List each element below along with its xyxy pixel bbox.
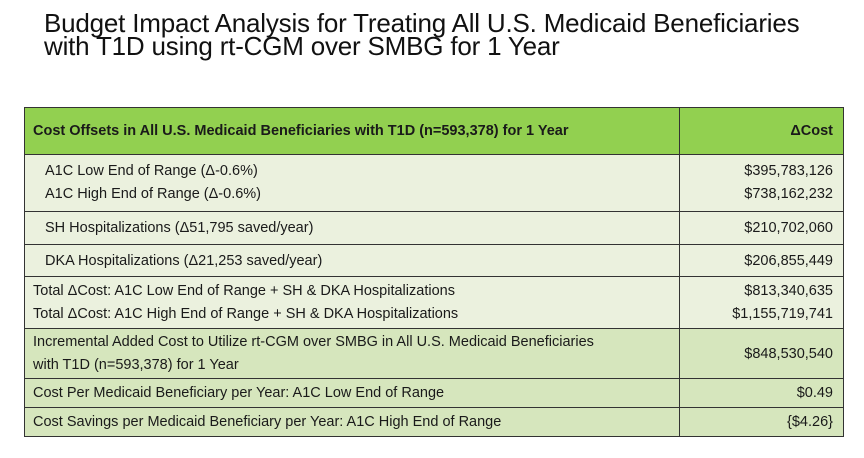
dka-label: DKA Hospitalizations (Δ21,253 saved/year… bbox=[24, 244, 680, 277]
per-high-label: Cost Savings per Medicaid Beneficiary pe… bbox=[24, 407, 680, 437]
incremental-label-line-1: Incremental Added Cost to Utilize rt-CGM… bbox=[33, 333, 594, 350]
total-high-label: Total ΔCost: A1C High End of Range + SH … bbox=[33, 305, 459, 322]
total-low-value: $813,340,635 bbox=[744, 282, 833, 299]
incremental-value: $848,530,540 bbox=[679, 328, 844, 379]
a1c-labels: A1C Low End of Range (Δ-0.6%) A1C High E… bbox=[24, 154, 680, 212]
table-header-row: Cost Offsets in All U.S. Medicaid Benefi… bbox=[24, 107, 844, 155]
table-row-incremental: Incremental Added Cost to Utilize rt-CGM… bbox=[24, 328, 844, 379]
header-label: Cost Offsets in All U.S. Medicaid Benefi… bbox=[24, 107, 680, 155]
per-high-value: {$4.26} bbox=[679, 407, 844, 437]
table-row-a1c: A1C Low End of Range (Δ-0.6%) A1C High E… bbox=[24, 154, 844, 212]
totals-values: $813,340,635 $1,155,719,741 bbox=[679, 276, 844, 329]
budget-impact-table: Cost Offsets in All U.S. Medicaid Benefi… bbox=[24, 107, 844, 437]
dka-value: $206,855,449 bbox=[679, 244, 844, 277]
incremental-label: Incremental Added Cost to Utilize rt-CGM… bbox=[24, 328, 680, 379]
header-value: ΔCost bbox=[679, 107, 844, 155]
table-row-sh: SH Hospitalizations (Δ51,795 saved/year)… bbox=[24, 211, 844, 245]
per-low-label: Cost Per Medicaid Beneficiary per Year: … bbox=[24, 378, 680, 408]
totals-labels: Total ΔCost: A1C Low End of Range + SH &… bbox=[24, 276, 680, 329]
a1c-low-value: $395,783,126 bbox=[744, 163, 833, 179]
a1c-values: $395,783,126 $738,162,232 bbox=[679, 154, 844, 212]
per-low-value: $0.49 bbox=[679, 378, 844, 408]
table-row-per-high: Cost Savings per Medicaid Beneficiary pe… bbox=[24, 407, 844, 437]
a1c-high-label: A1C High End of Range (Δ-0.6%) bbox=[45, 186, 262, 202]
sh-label: SH Hospitalizations (Δ51,795 saved/year) bbox=[24, 211, 680, 245]
title-line-1: Budget Impact Analysis for Treating All … bbox=[44, 8, 800, 38]
total-low-label: Total ΔCost: A1C Low End of Range + SH &… bbox=[33, 282, 455, 299]
sh-value: $210,702,060 bbox=[679, 211, 844, 245]
incremental-label-line-2: with T1D (n=593,378) for 1 Year bbox=[33, 356, 239, 373]
table-row-totals: Total ΔCost: A1C Low End of Range + SH &… bbox=[24, 276, 844, 329]
a1c-low-label: A1C Low End of Range (Δ-0.6%) bbox=[45, 163, 258, 179]
a1c-high-value: $738,162,232 bbox=[744, 186, 833, 202]
page-title: Budget Impact Analysis for Treating All … bbox=[44, 8, 844, 61]
table-row-dka: DKA Hospitalizations (Δ21,253 saved/year… bbox=[24, 244, 844, 277]
title-line-2: with T1D using rt-CGM over SMBG for 1 Ye… bbox=[44, 31, 560, 61]
total-high-value: $1,155,719,741 bbox=[732, 305, 833, 322]
table-row-per-low: Cost Per Medicaid Beneficiary per Year: … bbox=[24, 378, 844, 408]
